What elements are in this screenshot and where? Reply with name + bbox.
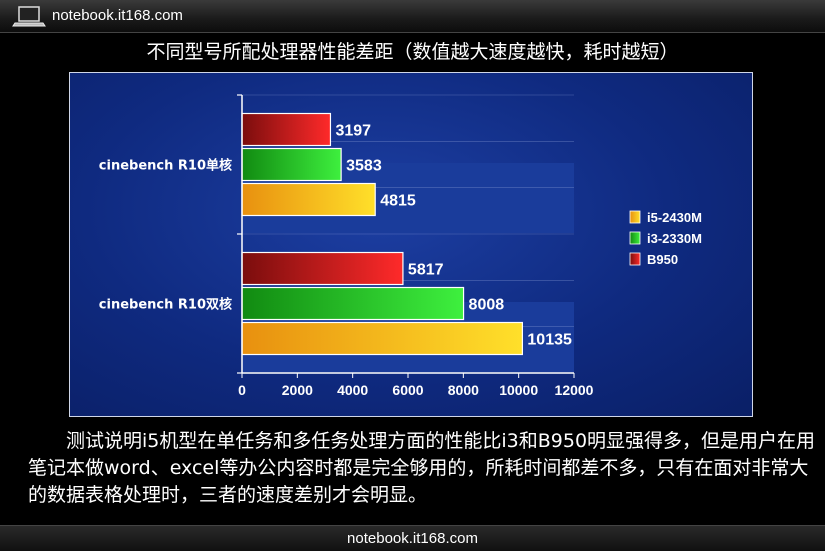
x-tick-label: 6000 bbox=[392, 382, 423, 398]
x-tick-label: 2000 bbox=[282, 382, 313, 398]
legend-swatch bbox=[629, 252, 641, 266]
data-label: 8008 bbox=[469, 297, 505, 314]
legend-swatch bbox=[629, 210, 641, 224]
bar-i3-2330m bbox=[241, 286, 465, 321]
site-name-top: notebook.it168.com bbox=[52, 7, 183, 24]
data-label: 5817 bbox=[408, 262, 444, 279]
page-title: 不同型号所配处理器性能差距（数值越大速度越快，耗时越短） bbox=[146, 41, 679, 63]
category-label: cinebench R10双核 bbox=[99, 297, 232, 313]
legend-label: i3-2330M bbox=[647, 231, 702, 246]
caption-text: 测试说明i5机型在单任务和多任务处理方面的性能比i3和B950明显强得多，但是用… bbox=[28, 430, 816, 506]
x-tick-label: 8000 bbox=[448, 382, 479, 398]
data-label: 3197 bbox=[335, 123, 371, 140]
data-label: 3583 bbox=[346, 158, 382, 175]
legend-label: B950 bbox=[647, 252, 678, 267]
x-tick-label: 12000 bbox=[555, 382, 594, 398]
x-tick-label: 10000 bbox=[499, 382, 538, 398]
bar-b950 bbox=[241, 112, 332, 147]
legend-swatch bbox=[629, 231, 641, 245]
data-label: 10135 bbox=[527, 332, 572, 349]
bar-i3-2330m bbox=[241, 147, 342, 182]
top-bar: notebook.it168.com bbox=[0, 0, 825, 33]
bar-i5-2430m bbox=[241, 321, 524, 356]
laptop-icon bbox=[12, 6, 46, 27]
legend-label: i5-2430M bbox=[647, 210, 702, 225]
chart-panel: 0 2000 4000 6000 8000 10000 12000 3197 3583 4815 c… bbox=[69, 72, 753, 417]
x-tick-label: 0 bbox=[238, 382, 246, 398]
data-label: 4815 bbox=[380, 193, 416, 210]
x-tick-label: 4000 bbox=[337, 382, 368, 398]
bar-b950 bbox=[241, 251, 404, 286]
bar-i5-2430m bbox=[241, 182, 376, 217]
site-name-bottom: notebook.it168.com bbox=[347, 530, 478, 547]
bottom-bar: notebook.it168.com bbox=[0, 525, 825, 551]
category-label: cinebench R10单核 bbox=[99, 158, 232, 174]
bar-chart: 0 2000 4000 6000 8000 10000 12000 3197 3583 4815 c… bbox=[99, 94, 702, 398]
